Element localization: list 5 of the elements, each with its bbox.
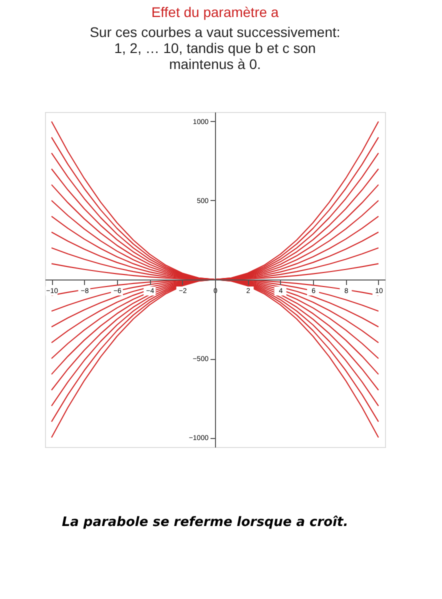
text: Sur ces courbes a vaut successivement: <box>90 24 340 40</box>
text: 1, 2, … 10, tandis que b et c son <box>114 40 316 56</box>
text: maintenus à 0. <box>169 56 261 72</box>
chart-title: Effet du paramètre a <box>151 4 279 20</box>
text: La parabole se referme lorsque a croît. <box>62 515 348 530</box>
